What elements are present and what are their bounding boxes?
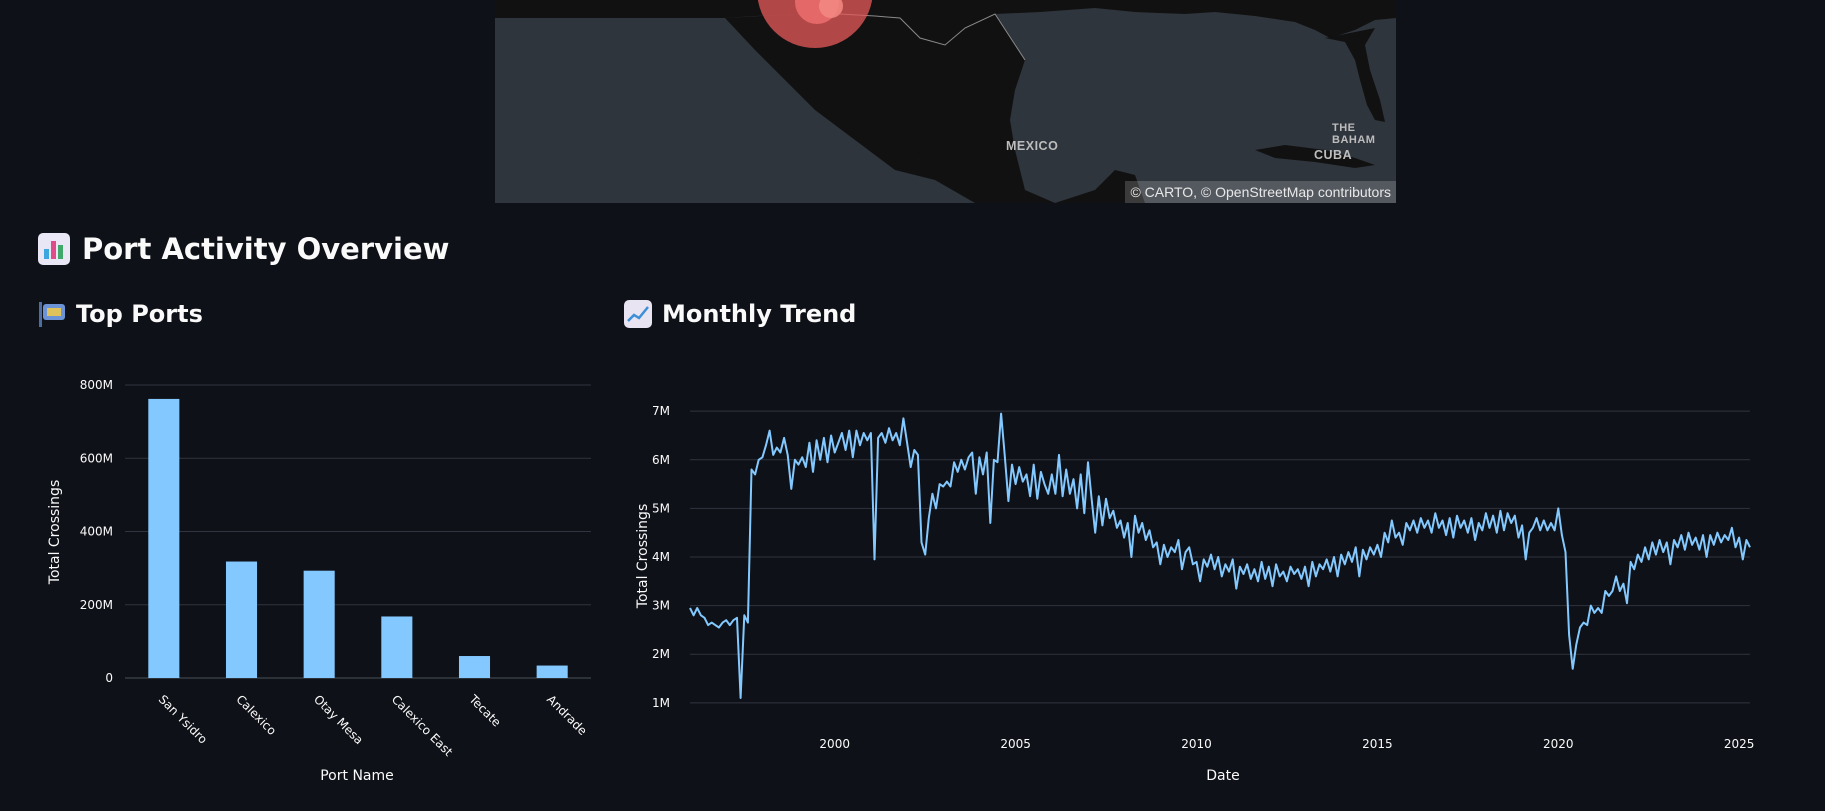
line-x-axis-title: Date bbox=[1206, 768, 1239, 784]
bar-x-tick-label: Otay Mesa bbox=[311, 692, 366, 747]
monthly-trend-heading: Monthly Trend bbox=[624, 300, 856, 328]
monthly-trend-title: Monthly Trend bbox=[662, 300, 857, 328]
bar-x-tick-label: San Ysidro bbox=[156, 692, 210, 746]
line-y-tick-label: 6M bbox=[652, 453, 670, 467]
line-y-tick-label: 2M bbox=[652, 647, 670, 661]
bar-x-ticks: San Ysidro Calexico Otay Mesa Calexico East… bbox=[156, 692, 590, 760]
bar-y-tick-label: 400M bbox=[80, 525, 113, 539]
top-ports-bar-chart[interactable]: 0 200M 400M 600M 800M San Ysidro Calexico Otay… bbox=[28, 370, 608, 790]
line-x-tick-label: 2015 bbox=[1362, 737, 1393, 751]
bar-san-ysidro[interactable] bbox=[148, 398, 180, 678]
bar-x-tick-label: Calexico bbox=[233, 692, 279, 738]
port-map[interactable]: MEXICO CUBA THE BAHAM © CARTO, © OpenStr… bbox=[495, 0, 1396, 203]
bar-y-ticks: 0 200M 400M 600M 800M bbox=[80, 378, 113, 685]
map-label-cuba: CUBA bbox=[1314, 148, 1353, 162]
map-land-usa bbox=[495, 0, 1396, 45]
bar-x-tick-label: Andrade bbox=[544, 692, 590, 738]
line-y-tick-label: 4M bbox=[652, 550, 670, 564]
bar-andrade[interactable] bbox=[536, 665, 568, 678]
line-y-tick-label: 3M bbox=[652, 599, 670, 613]
line-x-ticks: 2000 2005 2010 2015 2020 2025 bbox=[819, 737, 1754, 751]
map-label-mexico: MEXICO bbox=[1006, 139, 1059, 153]
line-x-tick-label: 2000 bbox=[819, 737, 850, 751]
bar-x-tick-label: Tecate bbox=[466, 692, 504, 730]
map-border-line bbox=[839, 13, 1026, 61]
bar-tecate[interactable] bbox=[458, 656, 491, 678]
map-marker-large bbox=[757, 0, 873, 48]
top-ports-title: Top Ports bbox=[76, 300, 203, 328]
section-title-text: Port Activity Overview bbox=[82, 232, 450, 266]
map-attribution[interactable]: © CARTO, © OpenStreetMap contributors bbox=[1125, 181, 1396, 203]
map-basemap bbox=[495, 0, 1396, 203]
bar-y-tick-label: 200M bbox=[80, 598, 113, 612]
line-gridlines bbox=[690, 410, 1750, 704]
map-land-florida bbox=[1325, 28, 1385, 122]
map-marker-small bbox=[819, 0, 843, 18]
line-y-ticks: 1M 2M 3M 4M 5M 6M 7M bbox=[652, 404, 670, 710]
bar-gridlines bbox=[125, 384, 591, 679]
top-ports-heading: Top Ports bbox=[38, 300, 203, 328]
line-x-tick-label: 2025 bbox=[1724, 737, 1755, 751]
bar-otay-mesa[interactable] bbox=[303, 570, 335, 678]
bar-y-axis-title: Total Crossings bbox=[47, 480, 63, 585]
line-y-tick-label: 1M bbox=[652, 696, 670, 710]
bar-calexico-east[interactable] bbox=[381, 616, 413, 678]
bar-marks bbox=[148, 398, 568, 678]
line-series bbox=[689, 412, 1751, 699]
map-label-bahamas: THE BAHAM bbox=[1332, 122, 1376, 146]
line-y-tick-label: 7M bbox=[652, 404, 670, 418]
customs-icon bbox=[38, 300, 66, 328]
map-land-cuba bbox=[1255, 145, 1375, 168]
trend-up-icon bbox=[624, 300, 652, 328]
line-x-tick-label: 2010 bbox=[1181, 737, 1212, 751]
bar-calexico[interactable] bbox=[225, 561, 258, 678]
bar-y-tick-label: 800M bbox=[80, 378, 113, 392]
bar-x-axis-title: Port Name bbox=[320, 768, 394, 784]
bar-y-tick-label: 0 bbox=[105, 671, 113, 685]
line-y-tick-label: 5M bbox=[652, 501, 670, 515]
line-x-tick-label: 2020 bbox=[1543, 737, 1574, 751]
bar-x-tick-label: Calexico East bbox=[389, 692, 456, 759]
line-y-axis-title: Total Crossings bbox=[635, 504, 651, 609]
map-land-yucatan bbox=[1055, 170, 1145, 203]
map-land-mexico bbox=[725, 14, 1055, 203]
section-title: Port Activity Overview bbox=[38, 232, 449, 266]
line-x-tick-label: 2005 bbox=[1000, 737, 1031, 751]
bar-chart-icon bbox=[38, 233, 70, 265]
map-land-baja bbox=[825, 35, 925, 158]
bar-y-tick-label: 600M bbox=[80, 451, 113, 465]
